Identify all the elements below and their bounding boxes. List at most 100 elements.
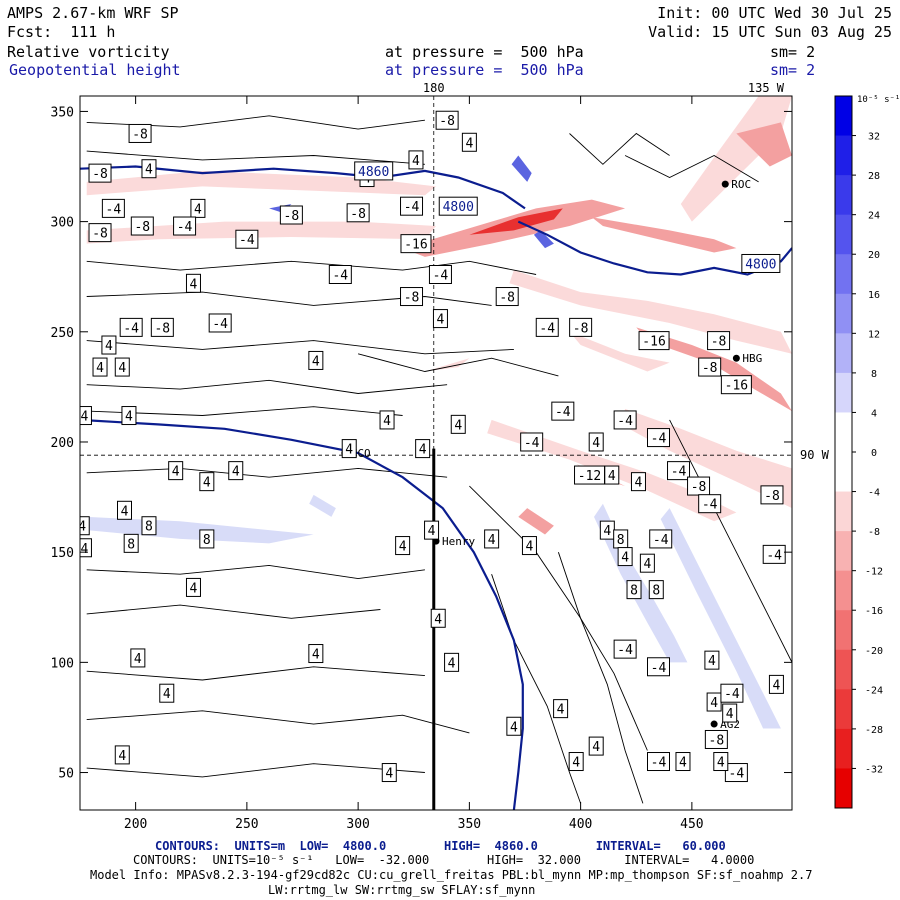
contour-label: 4800 xyxy=(741,253,781,273)
contour-label-text: 4 xyxy=(78,520,86,535)
y-tick-label: 50 xyxy=(58,767,74,782)
y-tick-label: 150 xyxy=(51,546,74,561)
contour-label-text: -4 xyxy=(766,548,782,563)
contour-label-text: 4 xyxy=(312,354,320,369)
contour-label: -16 xyxy=(400,234,432,254)
contour-label-text: -4 xyxy=(239,233,255,248)
colorbar-swatch xyxy=(835,570,852,611)
contour-label: -4 xyxy=(649,529,673,549)
colorbar-unit: 10⁻⁵ s⁻¹ xyxy=(857,95,900,105)
contour-label-text: 4800 xyxy=(443,200,474,215)
station-marker xyxy=(732,354,740,362)
contour-label-text: -8 xyxy=(404,291,420,306)
colorbar-swatch xyxy=(835,175,852,216)
contour-label-box xyxy=(720,683,744,703)
contour-label-text: -4 xyxy=(332,269,348,284)
y-tick-label: 100 xyxy=(51,656,74,671)
contour-label: 4 xyxy=(308,644,324,664)
vorticity-band-17 xyxy=(511,155,532,182)
contour-label: 4 xyxy=(430,608,446,628)
contour-label-box xyxy=(400,196,424,216)
contour-label-text: 4 xyxy=(710,696,718,711)
contour-label: 8 xyxy=(613,529,629,549)
contour-label-text: -4 xyxy=(123,321,139,336)
contour-label-text: 4 xyxy=(621,551,629,566)
contour-label-box xyxy=(450,414,466,434)
contour-label: 4 xyxy=(190,198,206,218)
contour-label-text: -8 xyxy=(764,489,780,504)
contour-label: 4 xyxy=(415,439,431,459)
y-tick-label: 250 xyxy=(51,326,74,341)
contour-label: 4 xyxy=(114,745,130,765)
contour-label-text: -8 xyxy=(691,480,707,495)
field2-name: Geopotential height xyxy=(9,61,181,79)
contour-label-box xyxy=(341,439,357,459)
colorbar-swatch xyxy=(835,372,852,413)
contour-label: 4 xyxy=(639,553,655,573)
contour-label-box xyxy=(308,350,324,370)
contour-label-text: 4 xyxy=(428,524,436,539)
contour-label-text: 4 xyxy=(773,678,781,693)
contour-label-box xyxy=(308,644,324,664)
contour-label-text: 4 xyxy=(312,648,320,663)
contour-label-text: 4 xyxy=(190,277,198,292)
contour-label: -4 xyxy=(400,196,424,216)
contour-label-text: 4 xyxy=(81,542,89,557)
contour-label: -4 xyxy=(613,639,637,659)
contour-label-box xyxy=(185,273,201,293)
vorticity-contour-10 xyxy=(86,666,425,681)
contour-label-text: 8 xyxy=(630,584,638,599)
contour-label-box xyxy=(713,752,729,772)
contour-label: 4 xyxy=(121,406,137,426)
parallel-label: 90 W xyxy=(800,448,830,462)
contour-label: -4 xyxy=(119,317,143,337)
contour-label-box xyxy=(569,317,593,337)
meridian-135w-label: 135 W xyxy=(748,81,785,95)
colorbar-tick-label: 4 xyxy=(871,408,877,419)
contour-label-box xyxy=(553,699,569,719)
colorbar-tick-label: -20 xyxy=(865,646,883,657)
station-label: HBG xyxy=(742,352,762,365)
contour-label-box xyxy=(381,763,397,783)
contour-label-box xyxy=(506,716,522,736)
meridian-label: 180 xyxy=(423,81,445,95)
field2-level: at pressure = 500 hPa xyxy=(385,61,584,79)
x-tick-label: 250 xyxy=(235,817,258,832)
contour-label-box xyxy=(647,428,670,448)
contour-label-box xyxy=(638,331,670,351)
colorbar-tick-label: 28 xyxy=(868,171,880,182)
contour-label-text: -4 xyxy=(651,661,667,676)
valid-time: Valid: 15 UTC Sun 03 Aug 25 xyxy=(648,23,892,41)
contour-label: 4 xyxy=(78,516,90,536)
contour-label: 4 xyxy=(630,472,646,492)
contour-label-text: -4 xyxy=(433,269,449,284)
colorbar-tick-label: -24 xyxy=(865,685,883,696)
vorticity-contour-15 xyxy=(669,419,792,663)
contour-label: 4860 xyxy=(354,161,394,181)
contour-label-text: 4 xyxy=(643,557,651,572)
contour-label: -8 xyxy=(130,216,154,236)
contour-label: -4 xyxy=(428,265,452,284)
contour-label-box xyxy=(101,198,125,218)
station-marker xyxy=(721,180,729,188)
colorbar-tick-label: 16 xyxy=(868,290,880,301)
colorbar-tick-label: -16 xyxy=(865,606,883,617)
contour-label-box xyxy=(704,650,720,670)
contour-label-box xyxy=(698,357,722,377)
vorticity-contour-16 xyxy=(469,485,648,751)
contour-label: -4 xyxy=(724,763,748,783)
contour-label-text: 4 xyxy=(163,687,171,702)
colorbar-tick-label: 24 xyxy=(868,211,880,222)
contour-label-box xyxy=(190,198,206,218)
contour-label: -4 xyxy=(698,494,722,514)
contour-label-box xyxy=(630,472,646,492)
contour-label-text: 4 xyxy=(603,524,611,539)
contour-label: 4 xyxy=(588,736,604,756)
vorticity-band-21 xyxy=(424,358,470,372)
contour-label-box xyxy=(173,216,197,236)
contour-label-text: -8 xyxy=(499,291,515,306)
contour-label: -16 xyxy=(638,331,670,351)
height-contour-info: CONTOURS: UNITS=m LOW= 4800.0 HIGH= 4860… xyxy=(155,839,726,853)
contour-label: -8 xyxy=(698,357,722,377)
vorticity-contour-info: CONTOURS: UNITS=10⁻⁵ s⁻¹ LOW= -32.000 HI… xyxy=(133,853,755,867)
